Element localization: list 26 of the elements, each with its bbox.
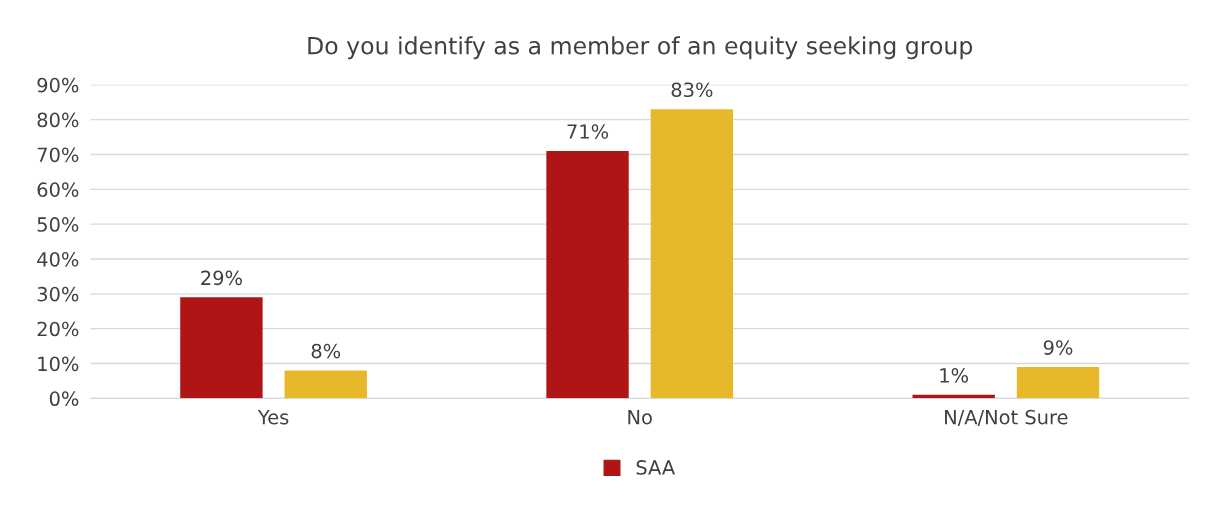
legend-label: SAA xyxy=(636,460,676,475)
y-tick-label: 30% xyxy=(37,286,79,302)
y-tick-label: 90% xyxy=(37,77,79,93)
bar xyxy=(284,370,367,399)
bar xyxy=(180,297,263,399)
chart-title: Do you identify as a member of an equity seeking group xyxy=(308,36,973,60)
data-label: 1% xyxy=(940,368,969,383)
y-tick-label: 40% xyxy=(37,251,79,267)
y-tick-label: 10% xyxy=(38,356,79,372)
y-tick-label: 70% xyxy=(37,147,79,163)
y-tick-label: 60% xyxy=(37,182,79,197)
bar xyxy=(546,151,629,399)
y-tick-label: 50% xyxy=(37,217,79,232)
y-tick-label: 20% xyxy=(37,321,79,337)
bar xyxy=(1016,367,1100,399)
x-tick-label: N/A/Not Sure xyxy=(945,409,1068,427)
x-tick-label: Yes xyxy=(257,410,289,425)
bar xyxy=(650,109,734,399)
data-label: 71% xyxy=(567,124,609,139)
data-label: 29% xyxy=(201,270,242,286)
data-label: 9% xyxy=(1043,340,1073,355)
y-tick-label: 0% xyxy=(49,391,79,407)
x-tick-label: No xyxy=(628,410,652,425)
y-tick-label: 80% xyxy=(37,112,79,128)
data-label: 8% xyxy=(311,343,341,359)
data-label: 83% xyxy=(671,82,713,98)
